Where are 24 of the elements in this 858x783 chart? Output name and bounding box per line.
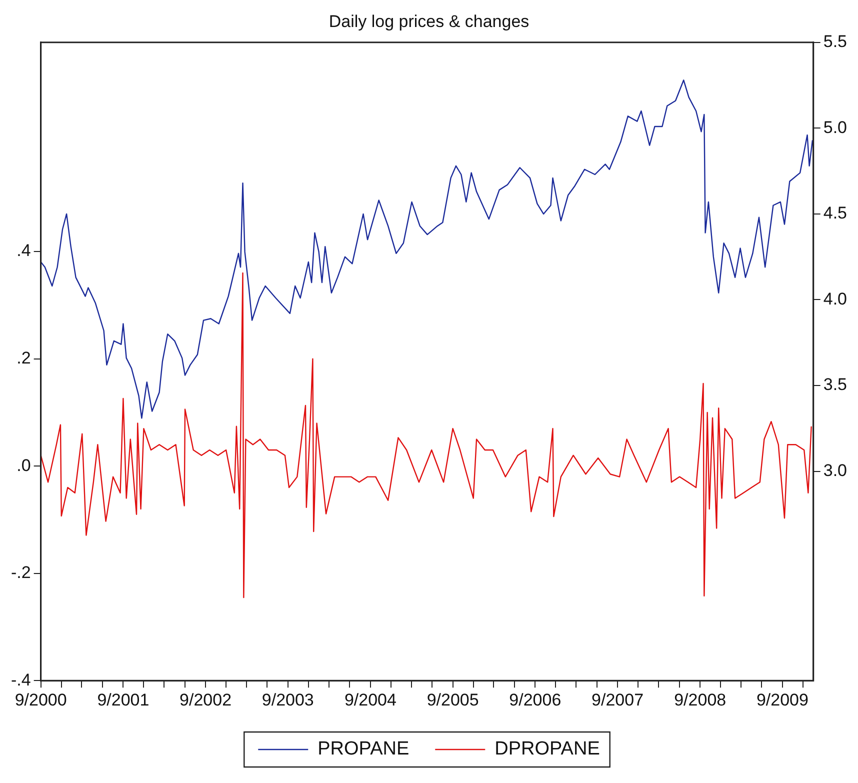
- y-tick-label: -.4: [10, 670, 31, 690]
- y-tick-label: -.2: [10, 563, 31, 582]
- y2-tick-label: 3.5: [823, 375, 848, 394]
- x-tick-label: 9/2007: [592, 690, 644, 710]
- x-tick-label: 9/2009: [756, 690, 808, 710]
- x-tick-label: 9/2008: [674, 690, 726, 710]
- x-tick-label: 9/2001: [97, 690, 150, 710]
- x-tick-label: 9/2000: [14, 690, 67, 710]
- legend-label: DPROPANE: [494, 738, 600, 760]
- y-tick-label: .0: [16, 456, 31, 475]
- x-tick-label: 9/2004: [344, 690, 396, 710]
- y-tick-label: .4: [16, 241, 31, 260]
- x-tick-label: 9/2003: [262, 690, 314, 710]
- y2-tick-label: 5.5: [823, 32, 848, 52]
- y2-tick-label: 4.5: [823, 204, 848, 223]
- chart-title: Daily log prices & changes: [328, 12, 530, 31]
- x-tick-label: 9/2002: [180, 690, 232, 710]
- x-tick-label: 9/2006: [509, 690, 562, 710]
- y2-tick-label: 4.0: [823, 289, 848, 308]
- legend-label: PROPANE: [318, 738, 410, 760]
- x-tick-label: 9/2005: [426, 690, 479, 710]
- y2-tick-label: 3.0: [823, 460, 848, 480]
- y2-tick-label: 5.0: [823, 118, 848, 137]
- y-tick-label: .2: [16, 348, 31, 368]
